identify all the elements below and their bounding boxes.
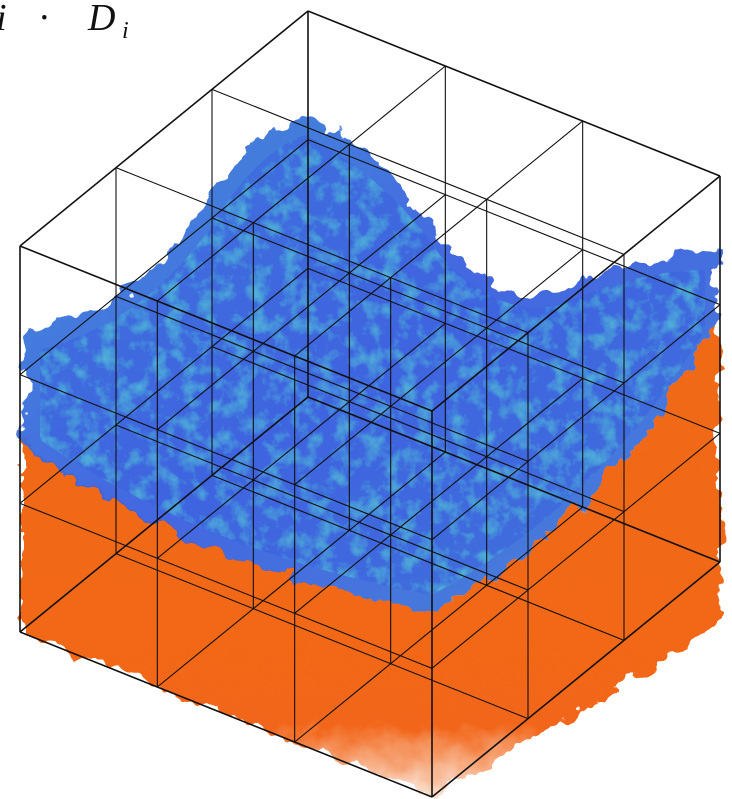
caption-operator: · (38, 0, 51, 39)
caption-index: i (0, 0, 7, 39)
caption-subscript: i (122, 18, 129, 44)
page: i · D i (() => { const data = JSON.parse… (0, 0, 732, 799)
volume (22, 118, 718, 797)
visualization: i · D i (0, 0, 732, 799)
caption: i · D i (0, 0, 129, 44)
caption-symbol: D (87, 0, 115, 39)
cube-edge (308, 11, 720, 176)
